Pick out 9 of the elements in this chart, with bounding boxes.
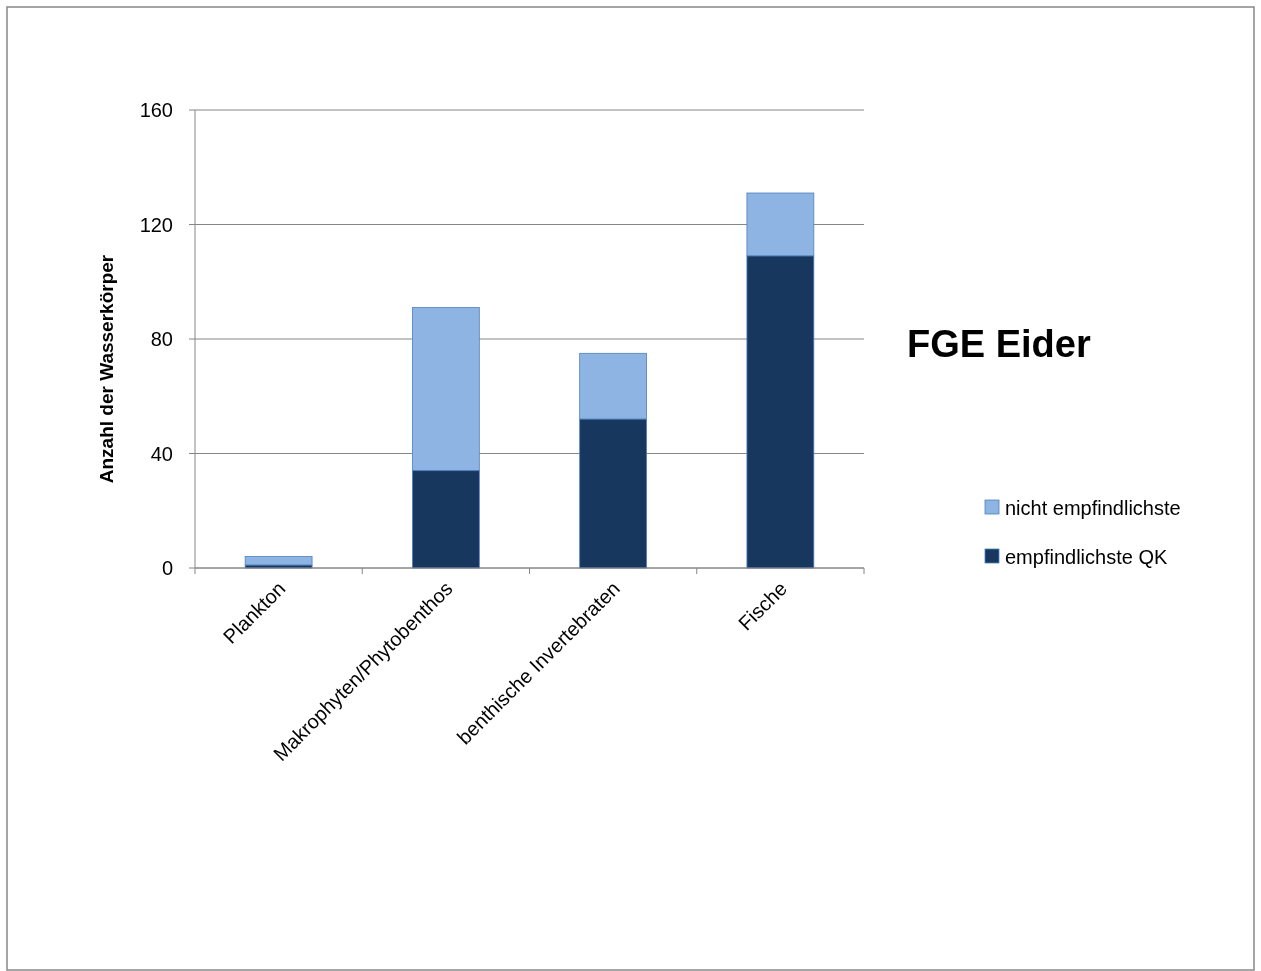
y-tick-label: 40 [150,442,173,465]
y-tick-label: 80 [150,328,173,350]
y-tick-label: 120 [139,213,173,236]
y-axis-title: Anzahl der Wasserkörper [96,254,117,484]
legend-label: nicht empfindlichste [1005,497,1181,519]
text: FGE Eider [907,323,1091,365]
legend-label: empfindlichste QK [1005,546,1168,568]
y-tick-label: 160 [139,99,173,121]
y-tick-label: 0 [161,557,173,579]
